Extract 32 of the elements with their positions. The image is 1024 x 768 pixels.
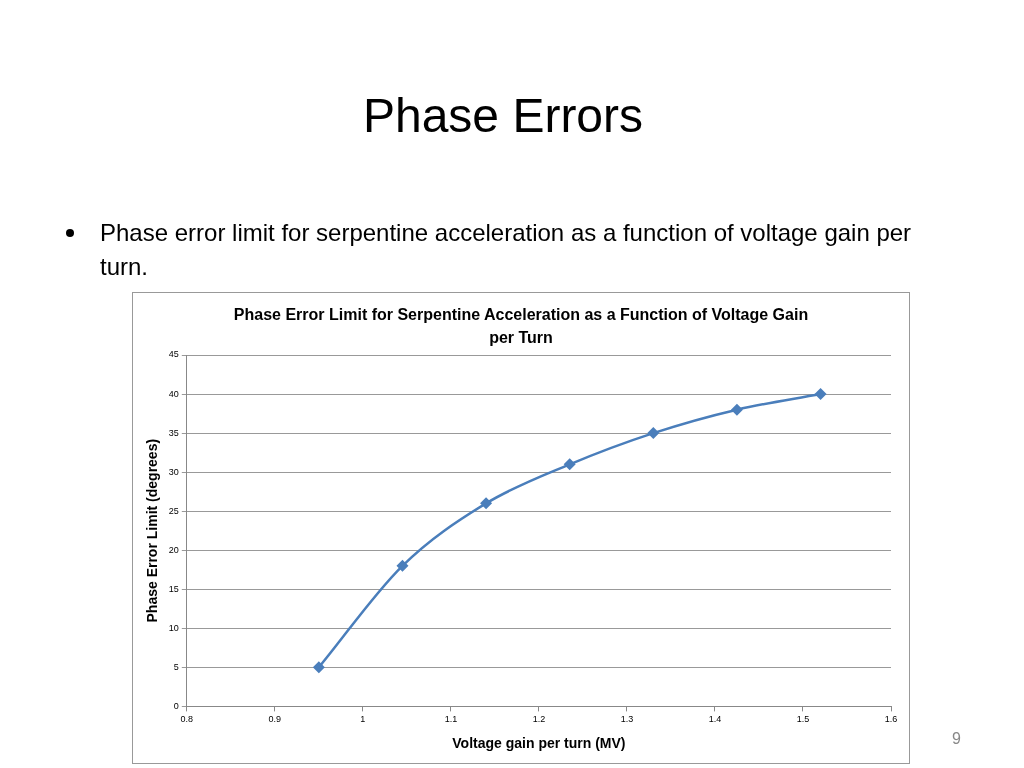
- point: [647, 427, 660, 440]
- y-tick-label: 5: [173, 661, 179, 672]
- y-tick-label: 15: [168, 583, 179, 594]
- text: 9: [952, 730, 961, 748]
- x-axis-title: Voltage gain per turn (MV): [452, 735, 626, 752]
- y-tick-label: 0: [173, 700, 179, 711]
- text: Phase Errors: [361, 88, 645, 143]
- x-tick-label: 1: [360, 714, 366, 725]
- y-axis-title: Phase Error Limit (degrees): [144, 438, 161, 623]
- y-tick-label: 40: [168, 388, 179, 399]
- x-tick-label: 1.5: [796, 714, 810, 725]
- y-tick-label: 45: [168, 349, 179, 360]
- point: [480, 497, 493, 510]
- y-tick-label: 10: [168, 622, 179, 633]
- y-tick-label: 25: [168, 505, 179, 516]
- x-tick-label: 1.6: [884, 714, 898, 725]
- y-tick-label: 30: [168, 466, 179, 477]
- point: [730, 403, 743, 416]
- y-tick-label: 35: [168, 427, 179, 438]
- point: [814, 388, 827, 401]
- x-tick-label: 1.4: [708, 714, 722, 725]
- chart-title: Phase Error Limit for Serpentine Acceleration as a Function of Voltage Gain per Turn: [232, 305, 810, 348]
- x-tick-label: 1.3: [620, 714, 634, 725]
- point: [563, 458, 576, 471]
- x-tick-label: 0.9: [268, 714, 282, 725]
- point: [396, 559, 409, 572]
- text: Phase error limit for serpentine acceleration as a function of voltage gain per turn.: [100, 218, 913, 282]
- x-tick-label: 1.2: [532, 714, 546, 725]
- x-tick-label: 1.1: [444, 714, 458, 725]
- x-tick-label: 0.8: [180, 714, 194, 725]
- point: [312, 661, 325, 674]
- y-tick-label: 20: [168, 544, 179, 555]
